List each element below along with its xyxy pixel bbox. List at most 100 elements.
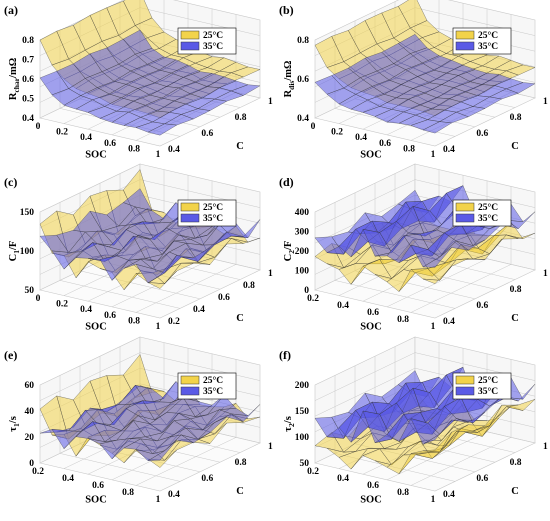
z-label-unit: /mΩ (8, 58, 19, 79)
z-label-sub: char (12, 77, 21, 92)
soc-tick-label: 0.6 (379, 139, 391, 149)
z-axis-label: Rdis/mΩ (283, 61, 296, 98)
z-tick-label: 200 (295, 247, 310, 257)
soc-tick-label: 0.2 (307, 294, 319, 304)
c-tick-label: 0.8 (510, 458, 522, 468)
gridline (39, 352, 261, 401)
panel-label: (c) (4, 175, 17, 189)
soc-tick-label: 0.6 (367, 308, 379, 318)
soc-tick-label: 0.6 (367, 481, 379, 491)
soc-tick-label: 0.8 (397, 488, 409, 498)
soc-tick-label: 0.6 (92, 481, 104, 491)
soc-tick-label: 1 (431, 150, 436, 160)
c-tick-label: 0.6 (218, 293, 230, 303)
x-axis-label: SOC (85, 149, 107, 160)
soc-tick-label: 0.4 (80, 133, 92, 143)
z-axis-label: Rchar/mΩ (8, 58, 21, 100)
legend-swatch (455, 30, 475, 40)
legend-swatch (180, 386, 200, 396)
z-tick-label: 150 (20, 208, 35, 218)
z-tick-label: 0 (304, 286, 309, 296)
legend-swatch (180, 202, 200, 212)
surface-cell-35c (147, 123, 178, 136)
panel-2: 0.4 0.6 0.8 0 0.2 0.4 0.6 0.8 1 0.4 0.6 0.8 1 SOC C Rdi… (279, 0, 548, 160)
c-tick-label: 0.8 (235, 458, 247, 468)
soc-tick-label: 0 (36, 122, 41, 132)
panel-label: (b) (279, 3, 294, 17)
legend-label: 35°C (203, 386, 223, 397)
surface-cell-25c (147, 270, 177, 289)
z-label-unit: /mΩ (283, 61, 294, 82)
soc-tick-label: 0.8 (397, 315, 409, 325)
z-tick-label: 50 (25, 286, 35, 296)
z-label-main: C (8, 254, 19, 262)
legend-swatch (455, 213, 475, 223)
soc-tick-label: 0.4 (337, 474, 349, 484)
gridline (334, 202, 456, 309)
c-tick-label: 0.4 (193, 305, 205, 315)
soc-tick-label: 1 (156, 322, 161, 332)
z-tick-label: 40 (25, 407, 35, 417)
soc-tick-label: 0.4 (337, 301, 349, 311)
c-tick-label: 0.8 (243, 281, 255, 291)
x-axis-label: SOC (360, 494, 382, 505)
surface-cell-35c (422, 121, 453, 134)
z-tick-label: 0.6 (297, 75, 309, 85)
c-axis-label: C (236, 141, 244, 152)
legend-label: 35°C (203, 213, 223, 224)
legend-label: 25°C (478, 30, 498, 41)
z-label-sub: 1 (12, 250, 21, 254)
soc-tick-label: 0.4 (80, 305, 92, 315)
soc-tick-label: 1 (431, 322, 436, 332)
z-tick-label: 50 (300, 459, 310, 469)
z-axis-label-text: Rdis/mΩ (283, 61, 296, 98)
soc-tick-label: 0.6 (104, 311, 116, 321)
legend-swatch (455, 386, 475, 396)
c-tick-label: 1 (543, 97, 548, 107)
soc-tick-label: 0.2 (32, 467, 44, 477)
legend-swatch (455, 202, 475, 212)
surface-cell-35c (422, 247, 452, 268)
z-axis-label: C1/F (8, 241, 21, 262)
z-axis-label: C2/F (283, 241, 296, 262)
legend-swatch (180, 375, 200, 385)
x-axis-label: SOC (360, 321, 382, 332)
soc-tick-label: 1 (156, 150, 161, 160)
z-label-sub: 2 (287, 250, 296, 254)
legend-label: 35°C (203, 41, 223, 52)
c-tick-label: 1 (543, 442, 548, 452)
soc-tick-label: 0 (311, 122, 316, 132)
legend-label: 25°C (478, 375, 498, 386)
z-axis-label-text: C2/F (283, 241, 296, 262)
gridline (314, 352, 536, 401)
z-axis-label: τ1/s (8, 416, 21, 432)
soc-tick-label: 0.8 (403, 144, 415, 154)
z-axis-label-text: C1/F (8, 241, 21, 262)
soc-tick-label: 0.2 (331, 128, 343, 138)
soc-tick-label: 0.2 (307, 467, 319, 477)
z-label-main: R (8, 92, 19, 100)
c-tick-label: 0.4 (443, 317, 455, 327)
legend-swatch (455, 41, 475, 51)
c-tick-label: 0.6 (476, 301, 488, 311)
surface-cell-35c (422, 419, 452, 445)
z-label-unit: /s (283, 416, 294, 424)
soc-tick-label: 1 (156, 495, 161, 505)
c-tick-label: 0.2 (168, 317, 180, 327)
c-axis-label: C (511, 313, 519, 324)
panel-1: 0.4 0.5 0.6 0.7 0.8 0 0.2 0.4 0.6 0.8 1 0.4 0.6 0.8 1 S… (4, 0, 273, 160)
c-tick-label: 0.4 (168, 490, 180, 500)
z-tick-label: 0.6 (22, 75, 34, 85)
z-label-main: τ (283, 427, 294, 432)
c-tick-label: 1 (268, 442, 273, 452)
z-label-unit: /F (283, 241, 294, 251)
z-axis-label: τ2/s (283, 416, 296, 432)
c-tick-label: 0.6 (201, 129, 213, 139)
legend-label: 25°C (203, 30, 223, 41)
z-label-sub: 1 (12, 423, 21, 427)
panel-label: (d) (279, 175, 294, 189)
c-tick-label: 0.4 (168, 145, 180, 155)
legend-swatch (180, 213, 200, 223)
